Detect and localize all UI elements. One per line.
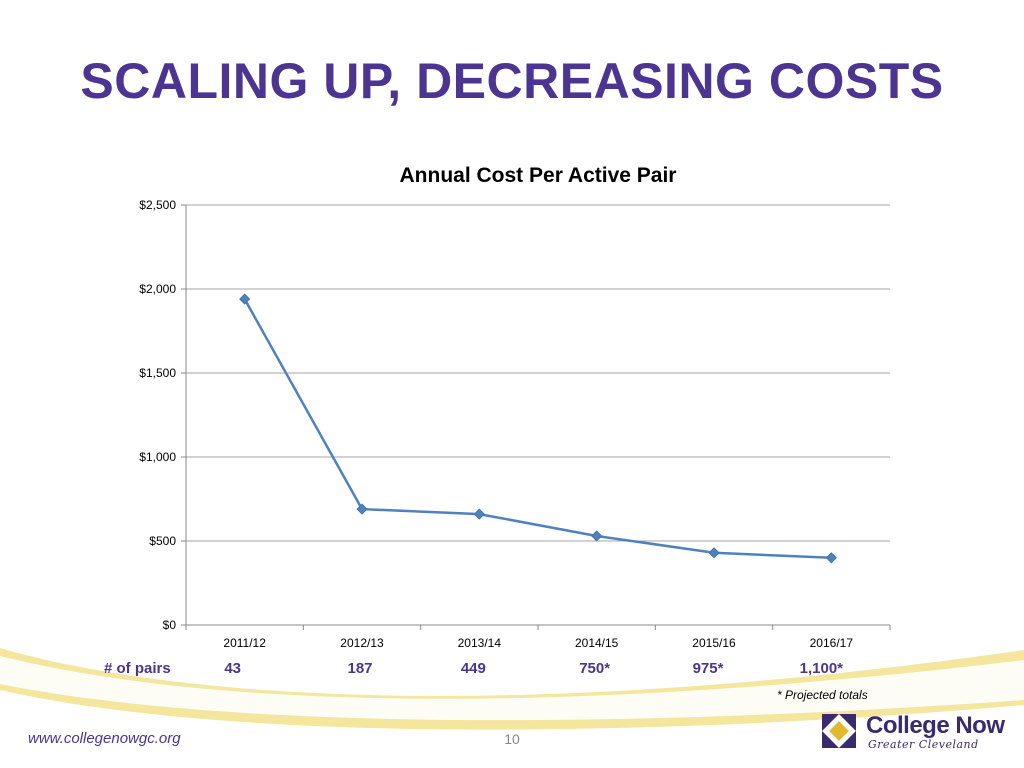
y-tick-label: $1,500 [139,366,176,380]
x-tick-label: 2016/17 [810,636,854,650]
x-tick-label: 2014/15 [575,636,619,650]
college-now-logo: College Now Greater Cleveland [822,712,1012,754]
x-tick-label: 2011/12 [223,636,266,650]
pairs-value: 43 [224,660,241,677]
footer-url-link[interactable]: www.collegenowgc.org [28,730,181,747]
pairs-value: 1,100* [799,660,844,677]
x-tick-label: 2015/16 [692,636,736,650]
slide-title: SCALING UP, DECREASING COSTS [80,53,944,109]
y-tick-label: $500 [149,534,176,548]
page-number: 10 [504,731,520,747]
data-point-marker [708,547,720,559]
data-point-marker [591,530,603,542]
logo-subtitle: Greater Cleveland [868,738,979,751]
x-tick-label: 2012/13 [340,636,384,650]
chart-title: Annual Cost Per Active Pair [400,164,677,187]
pairs-value: 750* [579,660,611,677]
y-tick-label: $2,500 [139,198,176,212]
data-point-marker [239,293,251,305]
pairs-row-label: # of pairs [104,660,171,677]
footnote: * Projected totals [777,688,868,702]
logo-name: College Now [866,712,1005,739]
data-point-marker [473,508,485,520]
pairs-value: 449 [460,660,486,677]
y-tick-label: $1,000 [139,450,176,464]
pairs-value: 975* [692,660,724,677]
logo-mark-icon [822,714,856,748]
pairs-value: 187 [347,660,373,677]
series-line [243,298,832,560]
data-point-marker [356,503,368,515]
data-point-marker [825,552,837,564]
y-tick-label: $2,000 [139,282,176,296]
x-tick-label: 2013/14 [458,636,502,650]
y-tick-label: $0 [163,618,177,632]
